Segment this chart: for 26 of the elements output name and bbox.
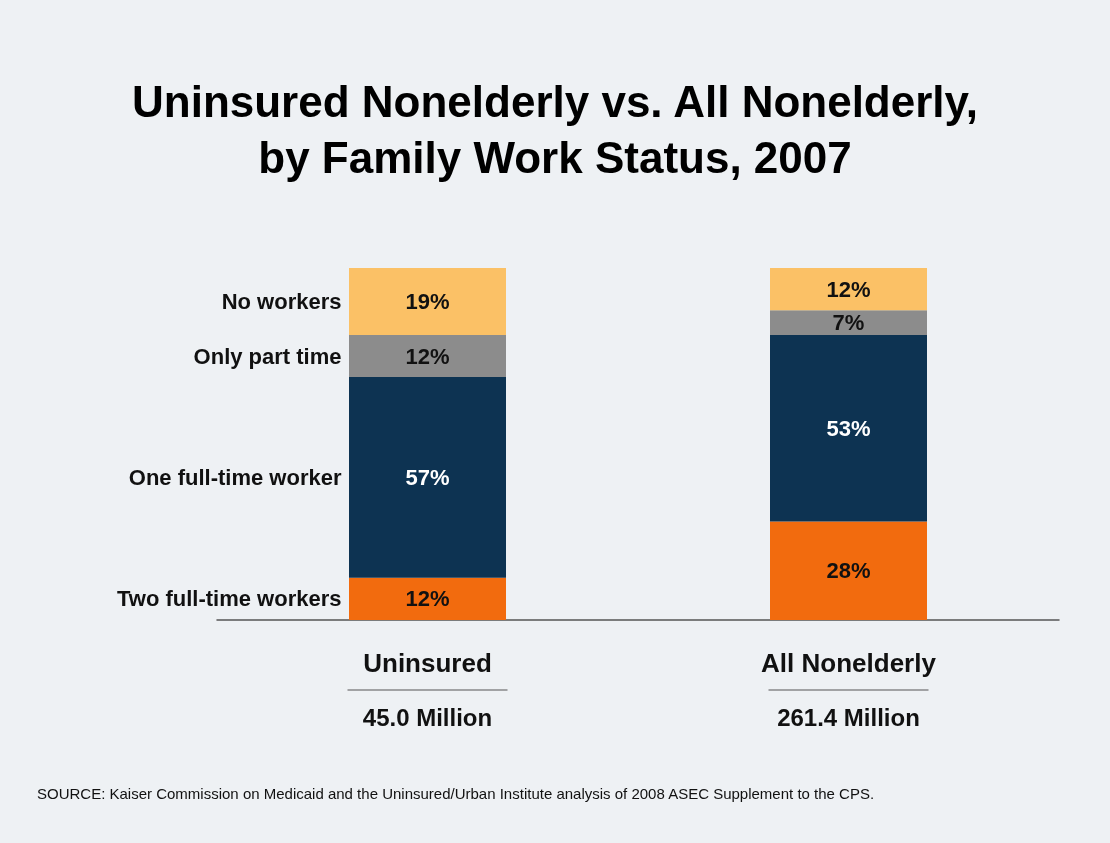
bar: [770, 310, 927, 335]
data-label: 28%: [826, 558, 871, 584]
data-label: 57%: [405, 464, 450, 490]
bar: [349, 334, 506, 378]
data-label: 12%: [405, 586, 450, 612]
series-label: Only part time: [193, 343, 342, 369]
source-note: SOURCE: Kaiser Commission on Medicaid and the Uninsured/Urban Institute analysis of 2008 ASEC Supplement to the CPS.: [37, 784, 875, 802]
bar: [349, 377, 506, 578]
chart-title: Uninsured Nonelderly vs. All Nonelderly, by Family Work Status, 2007: [132, 76, 978, 182]
bar: [770, 334, 927, 522]
series-label: Two full-time workers: [116, 586, 342, 612]
data-label: 7%: [832, 310, 865, 336]
series-label: One full-time worker: [128, 464, 342, 490]
x-tick-label: All Nonelderly: [761, 648, 937, 678]
x-tick-label: Uninsured: [363, 648, 492, 678]
series-label: No workers: [221, 288, 342, 314]
data-label: 53%: [826, 415, 871, 441]
data-label: 12%: [826, 276, 871, 302]
bar: [349, 577, 506, 620]
bar: [770, 521, 927, 620]
data-label: 19%: [405, 288, 450, 314]
bar: [770, 268, 927, 311]
data-label: 12%: [405, 343, 450, 369]
bar: [349, 268, 506, 335]
text: 261.4 Million: [777, 703, 920, 731]
text: 45.0 Million: [362, 703, 493, 731]
